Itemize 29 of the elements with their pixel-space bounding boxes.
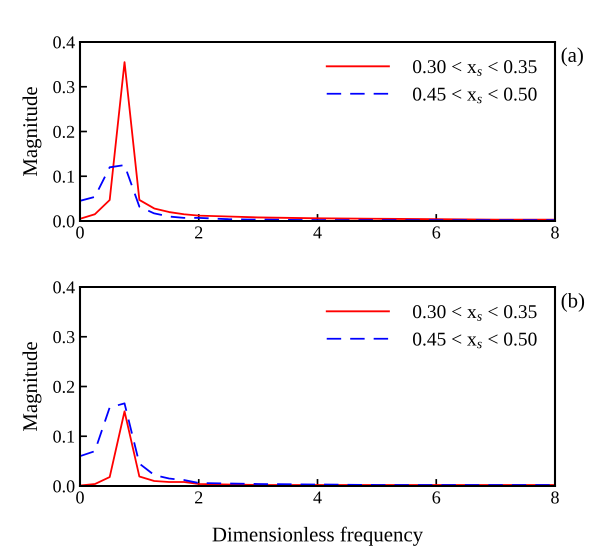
y-tick-label: 0.1 bbox=[53, 430, 74, 443]
x-tick-label: 0 bbox=[76, 491, 84, 504]
y-tick-label: 0.4 bbox=[53, 36, 75, 49]
text: 0.0 bbox=[53, 480, 74, 493]
x-tick-label: 4 bbox=[313, 226, 322, 238]
y-axis-title: Magnitude bbox=[22, 87, 42, 176]
text: 0.0 bbox=[53, 215, 74, 228]
text: (a) bbox=[562, 47, 583, 66]
x-axis-title: Dimensionless frequency bbox=[212, 526, 423, 546]
x-tick-label: 6 bbox=[432, 226, 440, 239]
x-tick-label: 8 bbox=[551, 491, 559, 504]
text: (b) bbox=[562, 292, 584, 312]
x-tick-label: 6 bbox=[432, 491, 440, 504]
y-tick-label: 0.2 bbox=[53, 380, 74, 394]
legend-label: 0.30 < x$_{s}$ < 0.35 bbox=[413, 60, 537, 76]
x-tick-label: 0 bbox=[76, 226, 84, 239]
y-tick-label: 0.4 bbox=[53, 281, 75, 294]
x-tick-label: 8 bbox=[551, 226, 559, 239]
legend-label: 0.45 < x$_{s}$ < 0.50 bbox=[413, 332, 537, 348]
legend-label: 0.30 < x$_{s}$ < 0.35 bbox=[413, 305, 537, 321]
y-tick-label: 0.1 bbox=[53, 170, 74, 183]
x-tick-label: 2 bbox=[195, 226, 202, 238]
y-tick-label: 0.2 bbox=[53, 126, 74, 138]
y-tick-label: 0.3 bbox=[53, 81, 74, 94]
x-tick-label: 4 bbox=[313, 492, 322, 504]
y-tick-label: 0.3 bbox=[53, 331, 74, 344]
y-axis-title: Magnitude bbox=[22, 342, 42, 432]
x-tick-label: 2 bbox=[195, 491, 202, 504]
legend-label: 0.45 < x$_{s}$ < 0.50 bbox=[413, 88, 537, 104]
